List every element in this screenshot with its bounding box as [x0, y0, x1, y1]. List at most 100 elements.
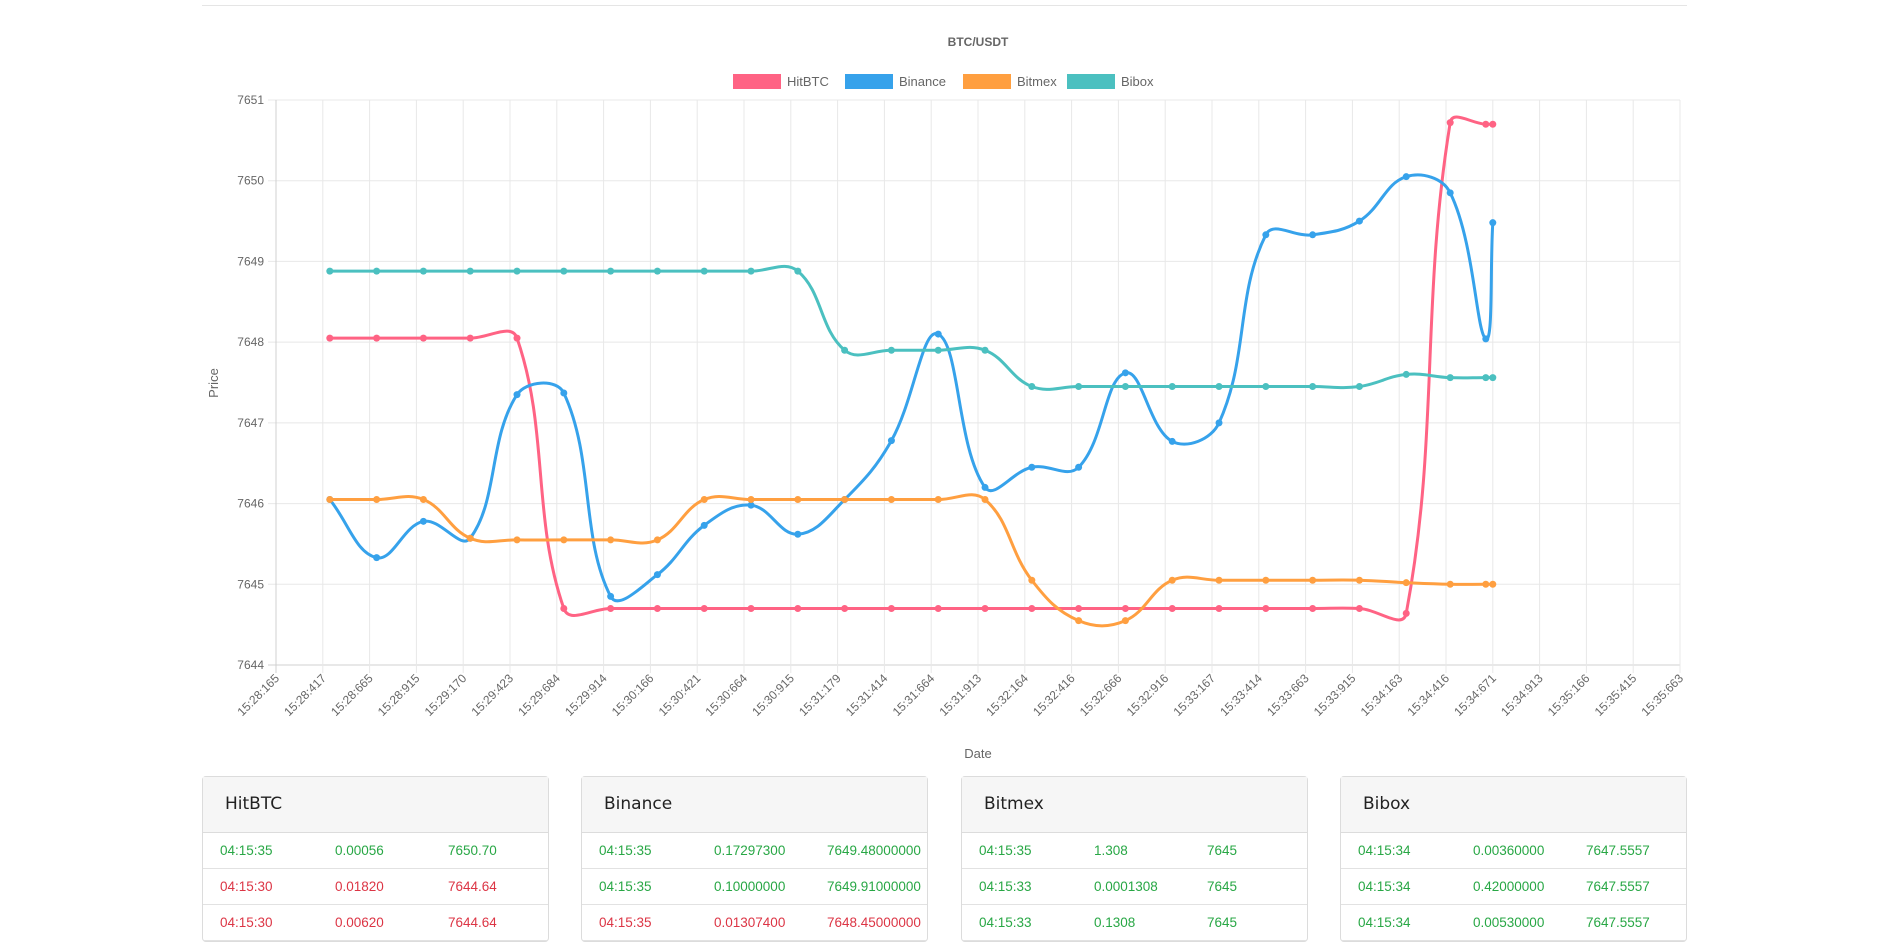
legend-item-bitmex[interactable]: Bitmex — [963, 74, 1057, 89]
data-point[interactable] — [794, 267, 802, 275]
data-point[interactable] — [1028, 605, 1036, 612]
legend-item-hitbtc[interactable]: HitBTC — [733, 74, 829, 89]
data-point[interactable] — [373, 496, 381, 504]
data-point[interactable] — [1446, 189, 1454, 197]
data-point[interactable] — [1168, 383, 1176, 391]
data-point[interactable] — [1168, 605, 1176, 612]
data-point[interactable] — [1262, 576, 1270, 584]
data-point[interactable] — [1355, 217, 1363, 225]
data-point[interactable] — [747, 267, 755, 275]
data-point[interactable] — [607, 592, 615, 600]
data-point[interactable] — [419, 267, 427, 275]
legend-item-binance[interactable]: Binance — [845, 74, 946, 89]
data-point[interactable] — [981, 496, 989, 504]
data-point[interactable] — [1482, 335, 1490, 343]
data-point[interactable] — [887, 437, 895, 445]
data-point[interactable] — [1402, 370, 1410, 378]
data-point[interactable] — [653, 536, 661, 544]
data-point[interactable] — [1402, 173, 1410, 181]
data-point[interactable] — [653, 267, 661, 275]
data-point[interactable] — [1309, 383, 1317, 391]
data-point[interactable] — [466, 267, 474, 275]
data-point[interactable] — [700, 267, 708, 275]
data-point[interactable] — [1309, 576, 1317, 584]
data-point[interactable] — [560, 389, 568, 397]
data-point[interactable] — [1446, 580, 1454, 588]
data-point[interactable] — [1446, 374, 1454, 382]
data-point[interactable] — [513, 267, 521, 275]
data-point[interactable] — [1309, 605, 1317, 612]
data-point[interactable] — [1121, 605, 1129, 612]
data-point[interactable] — [373, 554, 381, 562]
data-point[interactable] — [373, 267, 381, 275]
data-point[interactable] — [607, 605, 615, 612]
data-point[interactable] — [1028, 383, 1036, 391]
data-point[interactable] — [1262, 605, 1270, 612]
data-point[interactable] — [841, 496, 849, 504]
data-point[interactable] — [887, 605, 895, 612]
data-point[interactable] — [1075, 463, 1083, 471]
data-point[interactable] — [1121, 617, 1129, 625]
data-point[interactable] — [700, 521, 708, 529]
data-point[interactable] — [981, 346, 989, 354]
data-point[interactable] — [1489, 219, 1497, 227]
data-point[interactable] — [747, 496, 755, 504]
data-point[interactable] — [700, 605, 708, 612]
data-point[interactable] — [1028, 576, 1036, 584]
data-point[interactable] — [981, 483, 989, 491]
data-point[interactable] — [1262, 383, 1270, 391]
data-point[interactable] — [887, 496, 895, 504]
data-point[interactable] — [1402, 609, 1410, 617]
data-point[interactable] — [326, 496, 334, 504]
data-point[interactable] — [934, 330, 942, 338]
data-point[interactable] — [1075, 617, 1083, 625]
data-point[interactable] — [1215, 383, 1223, 391]
data-point[interactable] — [560, 605, 568, 612]
data-point[interactable] — [373, 334, 381, 342]
data-point[interactable] — [1262, 231, 1270, 239]
data-point[interactable] — [1446, 119, 1454, 127]
data-point[interactable] — [1482, 120, 1490, 128]
data-point[interactable] — [513, 536, 521, 544]
data-point[interactable] — [419, 517, 427, 525]
data-point[interactable] — [1168, 576, 1176, 584]
data-point[interactable] — [794, 530, 802, 538]
data-point[interactable] — [700, 496, 708, 504]
data-point[interactable] — [887, 346, 895, 354]
data-point[interactable] — [747, 501, 755, 509]
data-point[interactable] — [1028, 463, 1036, 471]
data-point[interactable] — [1482, 580, 1490, 588]
data-point[interactable] — [513, 391, 521, 399]
data-point[interactable] — [1121, 383, 1129, 391]
data-point[interactable] — [607, 536, 615, 544]
data-point[interactable] — [1355, 383, 1363, 391]
data-point[interactable] — [934, 346, 942, 354]
data-point[interactable] — [513, 334, 521, 342]
data-point[interactable] — [1121, 369, 1129, 377]
data-point[interactable] — [466, 534, 474, 542]
data-point[interactable] — [1075, 605, 1083, 612]
data-point[interactable] — [794, 605, 802, 612]
data-point[interactable] — [794, 496, 802, 504]
data-point[interactable] — [841, 346, 849, 354]
data-point[interactable] — [1309, 231, 1317, 239]
data-point[interactable] — [1355, 576, 1363, 584]
data-point[interactable] — [419, 496, 427, 504]
data-point[interactable] — [1489, 580, 1497, 588]
data-point[interactable] — [1489, 374, 1497, 382]
data-point[interactable] — [841, 605, 849, 612]
data-point[interactable] — [653, 571, 661, 579]
data-point[interactable] — [981, 605, 989, 612]
data-point[interactable] — [1489, 120, 1497, 128]
data-point[interactable] — [1355, 605, 1363, 612]
data-point[interactable] — [934, 496, 942, 504]
data-point[interactable] — [934, 605, 942, 612]
data-point[interactable] — [326, 334, 334, 342]
data-point[interactable] — [1215, 605, 1223, 612]
data-point[interactable] — [419, 334, 427, 342]
data-point[interactable] — [466, 334, 474, 342]
data-point[interactable] — [653, 605, 661, 612]
data-point[interactable] — [560, 267, 568, 275]
data-point[interactable] — [607, 267, 615, 275]
data-point[interactable] — [1215, 419, 1223, 427]
